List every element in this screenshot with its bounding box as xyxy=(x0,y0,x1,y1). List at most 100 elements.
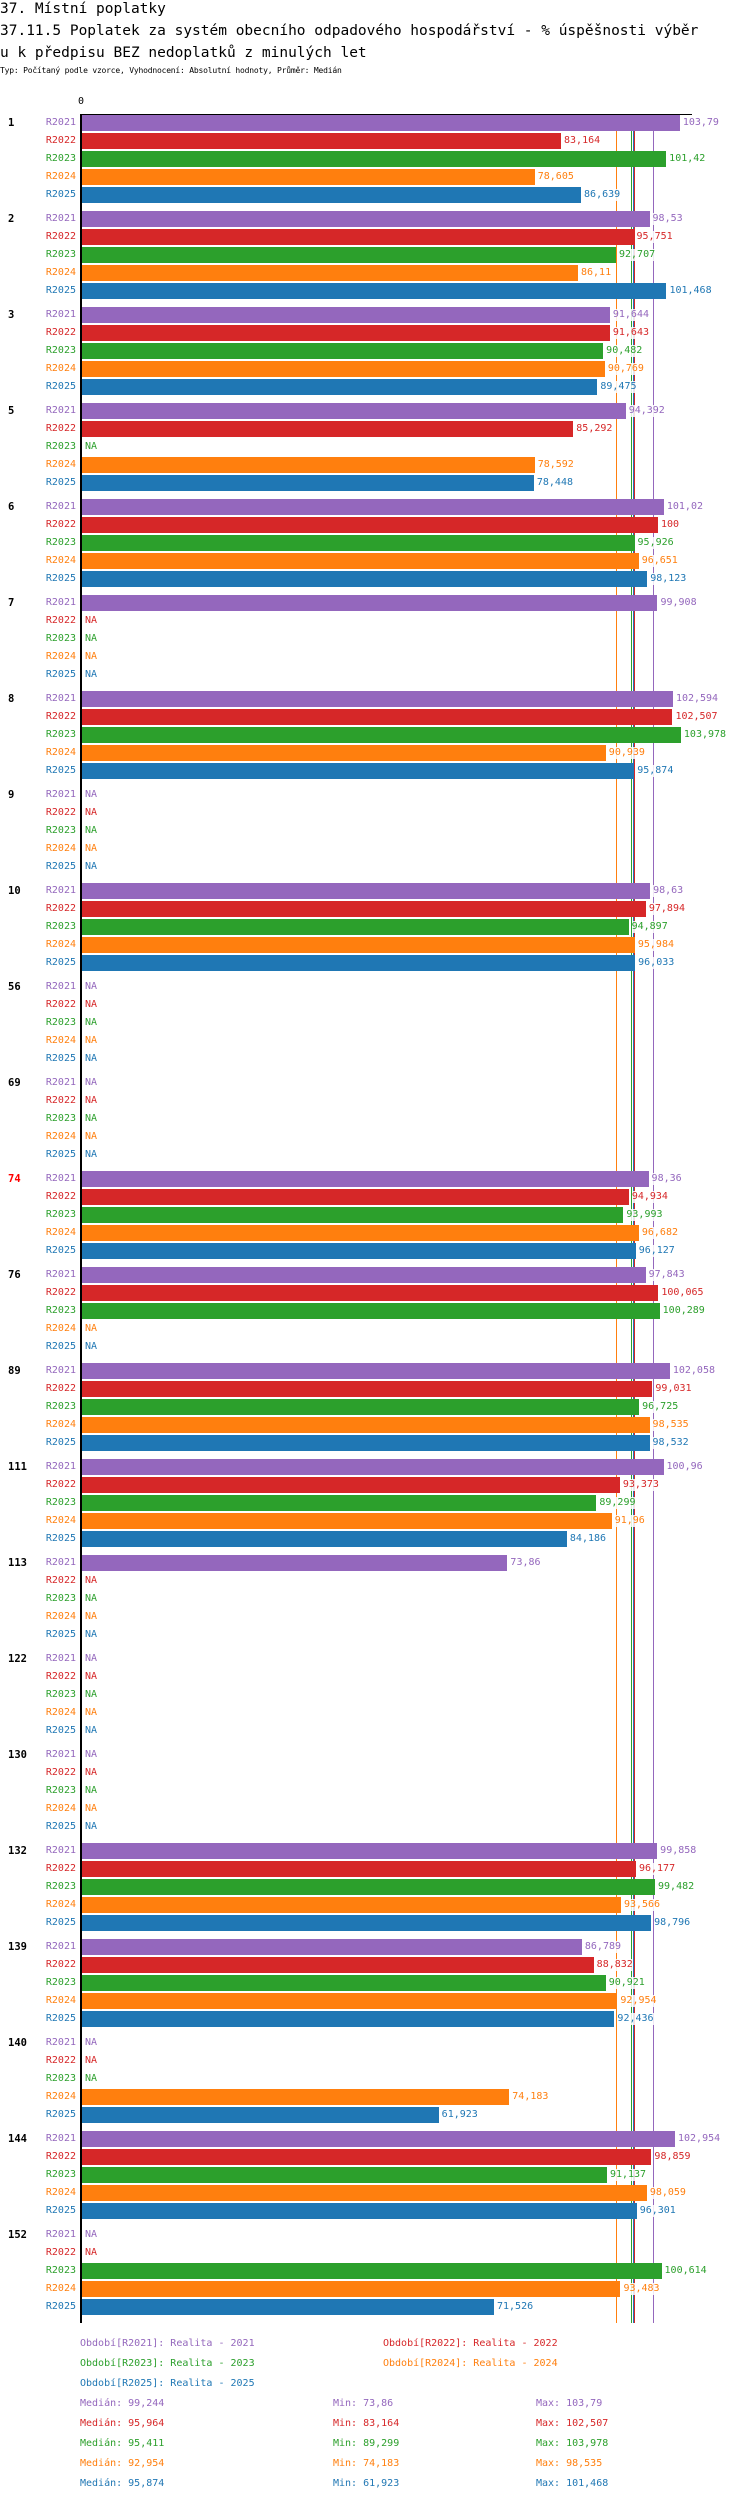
series-label: R2022 xyxy=(45,519,76,530)
value-label: 96,127 xyxy=(638,1245,675,1257)
bar-r2022 xyxy=(82,421,574,437)
bar-r2025 xyxy=(82,763,635,779)
series-label: R2024 xyxy=(45,1899,76,1910)
value-label: 89,475 xyxy=(600,381,637,393)
series-label: R2025 xyxy=(45,381,76,392)
value-label: 90,482 xyxy=(606,345,643,357)
value-label: 91,643 xyxy=(612,327,649,339)
bar-r2025 xyxy=(82,283,667,299)
bar-r2022 xyxy=(82,1381,653,1397)
bar-r2024 xyxy=(82,457,535,473)
series-label: R2023 xyxy=(45,1209,76,1220)
bar-r2024 xyxy=(82,553,639,569)
series-label: R2024 xyxy=(45,1611,76,1622)
bar-r2022 xyxy=(82,133,562,149)
na-label: NA xyxy=(85,1149,98,1160)
stat-min: Min: 61,923 xyxy=(333,2478,400,2489)
na-label: NA xyxy=(85,1749,98,1760)
series-label: R2024 xyxy=(45,939,76,950)
bar-r2022 xyxy=(82,325,610,341)
series-label: R2022 xyxy=(45,615,76,626)
series-label: R2021 xyxy=(45,1365,76,1376)
value-label: 98,63 xyxy=(653,885,684,897)
series-label: R2025 xyxy=(45,1437,76,1448)
value-label: 96,301 xyxy=(639,2205,676,2217)
series-label: R2021 xyxy=(45,1461,76,1472)
na-label: NA xyxy=(85,1131,98,1142)
value-label: 90,921 xyxy=(608,1977,645,1989)
group-label: 69 xyxy=(8,1077,21,1089)
bar-r2021 xyxy=(82,1363,670,1379)
value-label: 91,96 xyxy=(614,1515,645,1527)
series-label: R2024 xyxy=(45,363,76,374)
series-label: R2025 xyxy=(45,669,76,680)
series-label: R2023 xyxy=(45,345,76,356)
na-label: NA xyxy=(85,1575,98,1586)
na-label: NA xyxy=(85,633,98,644)
na-label: NA xyxy=(85,1095,98,1106)
bar-r2021 xyxy=(82,1555,508,1571)
bar-r2021 xyxy=(82,2131,675,2147)
series-label: R2021 xyxy=(45,597,76,608)
series-label: R2021 xyxy=(45,1173,76,1184)
bar-r2021 xyxy=(82,307,610,323)
bar-r2021 xyxy=(82,499,664,515)
value-label: 101,42 xyxy=(669,153,706,165)
legend-item-r2023: Období[R2023]: Realita - 2023 xyxy=(80,2358,255,2369)
series-label: R2022 xyxy=(45,1767,76,1778)
series-label: R2021 xyxy=(45,1557,76,1568)
chart-title: 37.11.5 Poplatek za systém obecního odpa… xyxy=(0,23,699,39)
legend-item-r2021: Období[R2021]: Realita - 2021 xyxy=(80,2338,255,2349)
value-label: 98,36 xyxy=(651,1173,682,1185)
value-label: 89,299 xyxy=(599,1497,636,1509)
stat-median: Medián: 95,874 xyxy=(80,2478,165,2489)
series-label: R2024 xyxy=(45,171,76,182)
value-label: 94,897 xyxy=(631,921,668,933)
value-label: 99,031 xyxy=(655,1383,692,1395)
series-label: R2025 xyxy=(45,189,76,200)
bar-r2024 xyxy=(82,1897,621,1913)
value-label: 98,796 xyxy=(654,1917,691,1929)
group-label: 3 xyxy=(8,309,15,321)
group-label: 144 xyxy=(8,2133,27,2145)
value-label: 98,535 xyxy=(652,1419,689,1431)
value-label: 83,164 xyxy=(564,135,601,147)
group-label: 7 xyxy=(8,597,15,609)
na-label: NA xyxy=(85,1785,98,1796)
legend-item-r2022: Období[R2022]: Realita - 2022 xyxy=(383,2338,558,2349)
bar-r2025 xyxy=(82,2299,494,2315)
series-label: R2021 xyxy=(45,789,76,800)
bar-r2023 xyxy=(82,919,629,935)
group-label: 113 xyxy=(8,1557,27,1569)
na-label: NA xyxy=(85,999,98,1010)
value-label: 92,707 xyxy=(618,249,656,261)
stat-min: Min: 89,299 xyxy=(333,2438,400,2449)
bar-r2025 xyxy=(82,379,598,395)
stat-max: Max: 102,507 xyxy=(536,2418,609,2429)
na-label: NA xyxy=(85,2037,98,2048)
series-label: R2025 xyxy=(45,2109,76,2120)
series-label: R2023 xyxy=(45,921,76,932)
legend-item-r2025: Období[R2025]: Realita - 2025 xyxy=(80,2378,255,2389)
series-label: R2023 xyxy=(45,1401,76,1412)
na-label: NA xyxy=(85,2229,98,2240)
bar-r2021 xyxy=(82,1267,646,1283)
value-label: 102,507 xyxy=(675,711,718,723)
value-label: 94,392 xyxy=(628,405,665,417)
value-label: 96,651 xyxy=(641,555,678,567)
x-axis-line xyxy=(80,114,692,115)
value-label: 85,292 xyxy=(576,423,613,435)
series-label: R2024 xyxy=(45,843,76,854)
value-label: 99,482 xyxy=(658,1881,695,1893)
series-label: R2021 xyxy=(45,1749,76,1760)
bar-r2022 xyxy=(82,901,646,917)
series-label: R2024 xyxy=(45,459,76,470)
bar-r2025 xyxy=(82,1435,650,1451)
series-label: R2022 xyxy=(45,2151,76,2162)
bar-r2021 xyxy=(82,403,626,419)
bar-r2025 xyxy=(82,2011,615,2027)
series-label: R2025 xyxy=(45,1917,76,1928)
group-label: 1 xyxy=(8,117,15,129)
y-axis-line xyxy=(80,114,82,2323)
